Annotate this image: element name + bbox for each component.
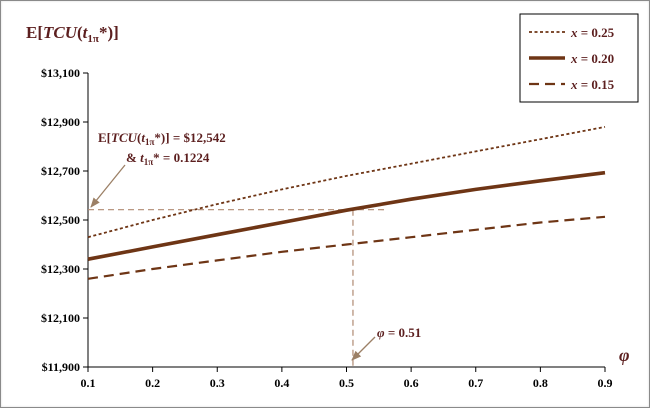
- y-tick-label: $12,900: [41, 115, 80, 129]
- legend-label: x = 0.15: [570, 77, 615, 92]
- optimum-annotation-line-2: & t1π* = 0.1224: [126, 150, 210, 167]
- legend: x = 0.25 x = 0.20 x = 0.15: [519, 13, 639, 103]
- x-tick-label: 0.9: [598, 376, 613, 390]
- y-tick-label: $12,500: [41, 213, 80, 227]
- x-tick-label: 0.7: [468, 376, 483, 390]
- x-tick-label: 0.5: [339, 376, 354, 390]
- y-tick-label: $12,300: [41, 262, 80, 276]
- y-axis-ticks: $11,900 $12,100 $12,300 $12,500 $12,700 $12,9…: [41, 66, 88, 374]
- phi-annotation: φ = 0.51: [377, 325, 421, 340]
- legend-label: x = 0.25: [570, 25, 615, 40]
- phi-annotation-arrow: [351, 336, 376, 361]
- y-axis-title: E[TCU(t1π*)]: [26, 23, 119, 45]
- y-tick-label: $11,900: [42, 360, 80, 374]
- x-axis-ticks: 0.1 0.2 0.3 0.4 0.5 0.6 0.7 0.8 0.9: [81, 367, 613, 390]
- optimum-annotation-line-1: E[TCU(t1π*)] = $12,542: [98, 130, 226, 147]
- y-tick-label: $13,100: [41, 66, 80, 80]
- x-tick-label: 0.8: [533, 376, 548, 390]
- series-line-1: [87, 126, 606, 239]
- x-tick-label: 0.1: [81, 376, 96, 390]
- x-axis-title: φ: [619, 345, 630, 365]
- y-tick-label: $12,100: [41, 311, 80, 325]
- x-tick-label: 0.6: [404, 376, 419, 390]
- series-lines: [87, 126, 606, 280]
- series-line-3: [87, 215, 606, 280]
- y-tick-label: $12,700: [41, 164, 80, 178]
- optimum-annotation-arrow: [90, 164, 126, 208]
- x-tick-label: 0.3: [210, 376, 225, 390]
- series-line-2: [87, 170, 606, 261]
- legend-label: x = 0.20: [570, 51, 614, 66]
- x-tick-label: 0.4: [274, 376, 289, 390]
- x-tick-label: 0.2: [145, 376, 160, 390]
